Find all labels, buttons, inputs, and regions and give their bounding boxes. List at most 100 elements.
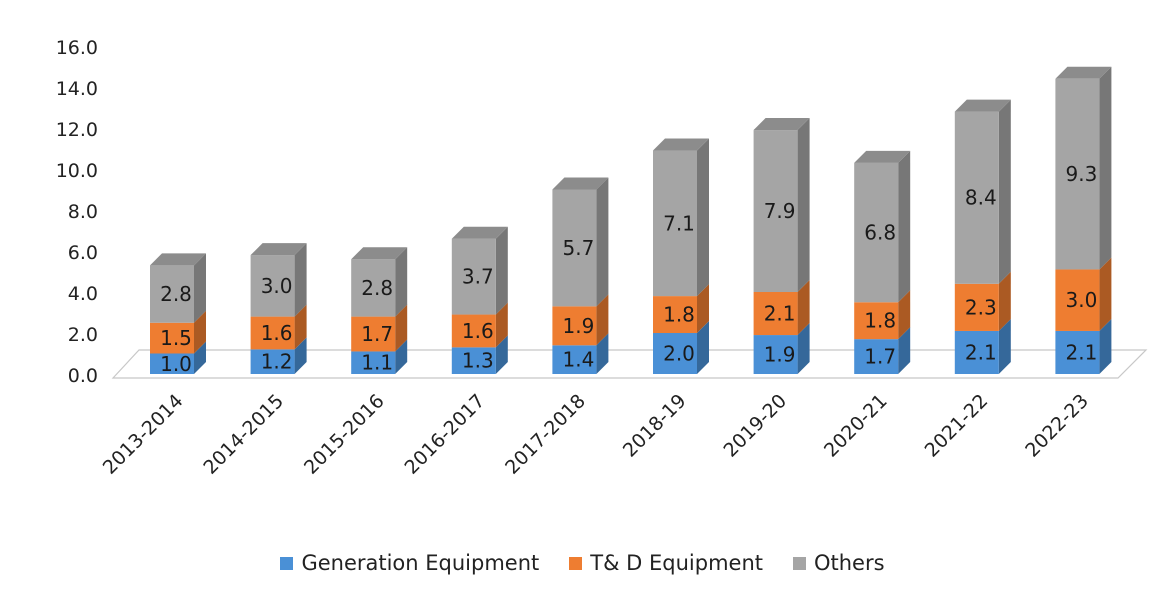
bar-top <box>854 150 911 163</box>
data-label: 1.7 <box>361 322 393 346</box>
bar-top <box>1055 66 1112 79</box>
bar-generation-equipment-2019-20 <box>753 335 798 374</box>
data-label: 9.3 <box>1065 162 1097 186</box>
y-tick-label: 12.0 <box>56 119 98 141</box>
bar-side-t-d-equipment <box>998 271 1011 331</box>
bar-others-2019-20 <box>753 130 798 292</box>
bar-side-others <box>697 138 709 297</box>
data-label: 2.3 <box>965 295 997 319</box>
data-label: 1.1 <box>361 351 393 375</box>
x-category-label: 2020-21 <box>820 390 892 462</box>
bar-t-d-equipment-2014-2015 <box>250 316 295 350</box>
legend-swatch <box>280 556 294 570</box>
data-label: 3.0 <box>261 274 293 298</box>
bar-top <box>250 243 307 256</box>
bar-t-d-equipment-2022-23 <box>1055 269 1100 331</box>
bar-t-d-equipment-2018-19 <box>653 296 697 333</box>
bar-side-t-d-equipment <box>495 302 508 348</box>
bar-side-t-d-equipment <box>797 280 810 336</box>
bar-side-generation-equipment <box>998 318 1011 374</box>
data-label: 1.8 <box>663 303 695 327</box>
bar-t-d-equipment-2013-2014 <box>150 322 194 354</box>
bar-side-generation-equipment <box>294 337 307 374</box>
bar-side-t-d-equipment <box>596 294 609 346</box>
bar-t-d-equipment-2020-21 <box>854 302 899 340</box>
bar-side-others <box>898 150 911 303</box>
bar-side-others <box>1099 66 1112 270</box>
bar-side-t-d-equipment <box>294 304 307 350</box>
bar-others-2013-2014 <box>150 265 194 323</box>
bar-top <box>150 253 206 266</box>
bar-others-2022-23 <box>1055 78 1100 270</box>
y-tick-label: 10.0 <box>56 160 98 182</box>
data-label: 7.9 <box>764 199 796 223</box>
data-label: 1.8 <box>864 309 896 333</box>
bar-top <box>753 118 810 131</box>
data-label: 2.1 <box>965 340 997 364</box>
bar-side-generation-equipment <box>395 339 408 374</box>
bar-top <box>954 99 1011 112</box>
legend-swatch <box>569 556 583 570</box>
x-category-label: 2019-20 <box>719 390 791 462</box>
data-label: 2.0 <box>663 342 695 366</box>
legend-item: Generation Equipment <box>280 551 539 575</box>
data-label: 6.8 <box>864 221 896 245</box>
data-label: 1.7 <box>864 345 896 369</box>
data-label: 5.7 <box>562 236 594 260</box>
y-tick-label: 16.0 <box>56 37 98 59</box>
data-label: 3.7 <box>462 265 494 289</box>
data-label: 1.6 <box>462 319 494 343</box>
bar-others-2014-2015 <box>250 255 295 317</box>
bar-top <box>653 138 709 151</box>
bar-others-2020-21 <box>854 162 899 303</box>
bar-side-others <box>194 253 206 323</box>
x-category-label: 2021-22 <box>921 390 993 462</box>
bar-side-t-d-equipment <box>697 284 709 333</box>
bar-side-others <box>797 118 810 292</box>
bar-generation-equipment-2021-22 <box>954 330 999 374</box>
bar-side-generation-equipment <box>495 335 508 374</box>
bar-generation-equipment-2018-19 <box>653 333 697 374</box>
y-tick-label: 0.0 <box>68 365 98 387</box>
bar-generation-equipment-2015-2016 <box>351 351 396 374</box>
bar-t-d-equipment-2021-22 <box>954 283 999 331</box>
legend-item: Others <box>792 551 885 575</box>
data-label: 2.1 <box>764 302 796 326</box>
legend-swatch <box>792 556 806 570</box>
x-category-label: 2014-2015 <box>199 390 288 479</box>
data-label: 3.0 <box>1065 288 1097 312</box>
legend-label: Generation Equipment <box>301 551 540 575</box>
data-label: 2.8 <box>160 282 192 306</box>
bar-generation-equipment-2013-2014 <box>150 353 194 374</box>
bar-top <box>351 247 408 260</box>
bar-side-t-d-equipment <box>395 304 408 352</box>
bar-t-d-equipment-2019-20 <box>753 292 798 336</box>
bar-t-d-equipment-2017-2018 <box>552 306 597 346</box>
bar-side-others <box>596 177 609 307</box>
y-tick-label: 8.0 <box>68 201 98 223</box>
bar-side-others <box>395 247 408 317</box>
x-category-label: 2018-19 <box>619 390 691 462</box>
bar-others-2016-2017 <box>451 238 496 315</box>
bar-others-2015-2016 <box>351 259 396 317</box>
bar-side-others <box>294 243 307 317</box>
bar-others-2017-2018 <box>552 189 597 307</box>
data-label: 1.9 <box>764 343 796 367</box>
x-category-label: 2015-2016 <box>300 390 389 479</box>
data-label: 7.1 <box>663 211 695 235</box>
bar-side-t-d-equipment <box>1099 257 1112 331</box>
bar-side-generation-equipment <box>596 333 609 374</box>
data-label: 1.9 <box>562 314 594 338</box>
bar-t-d-equipment-2015-2016 <box>351 316 396 352</box>
legend-item: T& D Equipment <box>569 551 763 575</box>
y-tick-label: 6.0 <box>68 242 98 264</box>
x-category-label: 2017-2018 <box>501 390 590 479</box>
data-label: 1.3 <box>462 349 494 373</box>
bar-side-generation-equipment <box>697 321 709 374</box>
bar-others-2021-22 <box>954 111 999 284</box>
y-tick-label: 2.0 <box>68 324 98 346</box>
bar-generation-equipment-2022-23 <box>1055 330 1100 374</box>
bar-side-generation-equipment <box>194 341 206 374</box>
